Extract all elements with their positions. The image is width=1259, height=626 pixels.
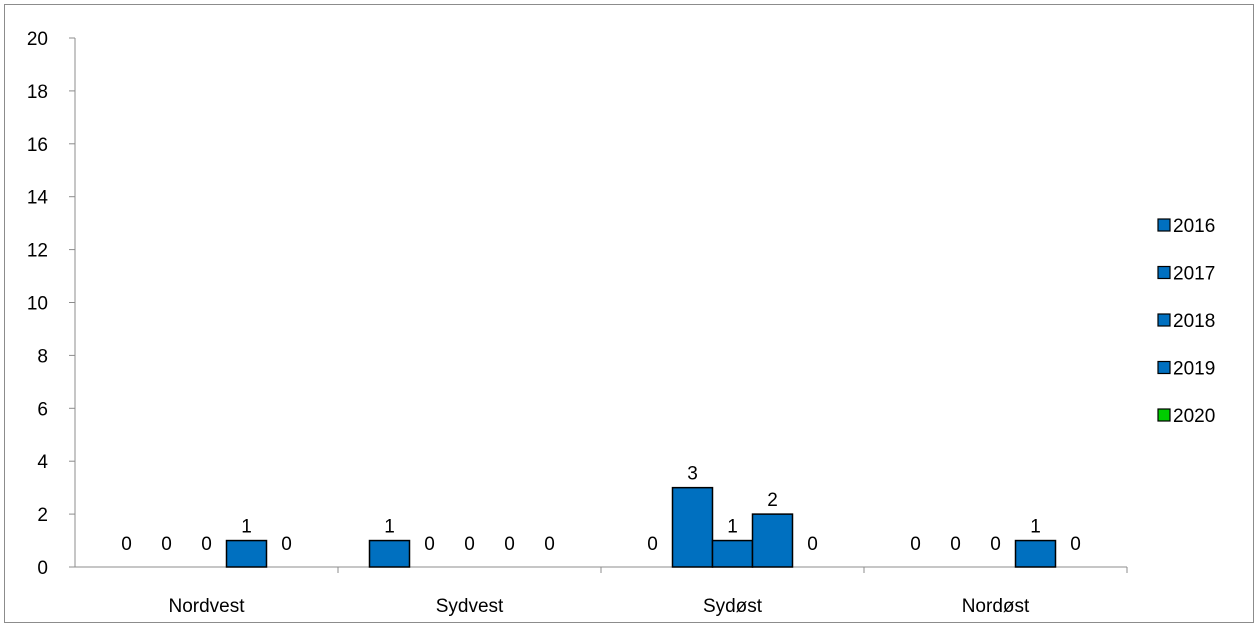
- data-label: 0: [161, 534, 172, 555]
- data-label: 1: [384, 517, 395, 538]
- y-tick-label: 2: [37, 505, 48, 526]
- x-category-label: Nordøst: [962, 596, 1030, 617]
- y-tick-label: 0: [37, 558, 48, 579]
- legend: 2016 2017 2018 2019 2020: [1157, 216, 1215, 427]
- y-tick-label: 14: [27, 188, 49, 209]
- x-category-label: Nordvest: [168, 596, 245, 617]
- data-label: 0: [281, 534, 292, 555]
- bar: [225, 539, 268, 568]
- bar: [671, 486, 714, 568]
- data-label: 0: [647, 534, 658, 555]
- legend-swatch: [1157, 408, 1171, 422]
- legend-label: 2020: [1173, 406, 1215, 427]
- x-category-label: Sydvest: [436, 596, 504, 617]
- data-label: 0: [201, 534, 212, 555]
- legend-swatch: [1157, 218, 1171, 232]
- y-tick-label: 8: [37, 346, 48, 367]
- y-tick-label: 4: [37, 452, 48, 473]
- data-label: 0: [950, 534, 961, 555]
- y-tick-label: 12: [27, 241, 48, 262]
- y-tick-label: 16: [27, 135, 48, 156]
- data-label: 1: [727, 517, 738, 538]
- bar: [1014, 539, 1057, 568]
- bar: [368, 539, 411, 568]
- data-label: 0: [121, 534, 132, 555]
- x-category-label: Sydøst: [703, 596, 763, 617]
- legend-label: 2017: [1173, 264, 1215, 285]
- legend-swatch: [1157, 265, 1171, 280]
- data-label: 0: [910, 534, 921, 555]
- legend-swatch: [1157, 360, 1171, 375]
- y-tick-label: 6: [37, 399, 48, 420]
- data-label: 0: [990, 534, 1001, 555]
- data-label: 0: [464, 534, 475, 555]
- data-label: 3: [687, 464, 698, 485]
- bar: [711, 539, 754, 568]
- legend-swatch: [1157, 313, 1171, 327]
- bars: [225, 486, 1057, 568]
- data-label: 2: [767, 490, 778, 511]
- y-tick-label: 10: [27, 294, 48, 315]
- bar: [751, 513, 794, 568]
- data-label: 0: [504, 534, 515, 555]
- data-label: 0: [1070, 534, 1081, 555]
- legend-label: 2016: [1173, 216, 1215, 237]
- data-label: 0: [807, 534, 818, 555]
- chart-frame: [4, 4, 1254, 623]
- data-label: 1: [1030, 517, 1041, 538]
- y-axis: 0 2 4 6 8 10 12 14 16 18 20: [27, 29, 76, 579]
- legend-label: 2019: [1173, 359, 1215, 380]
- legend-label: 2018: [1173, 311, 1215, 332]
- data-labels: 0 0 0 1 0 1 0 0 0 0 0 3 1 2 0 0 0 0 1 0: [121, 464, 1081, 555]
- data-label: 1: [241, 517, 252, 538]
- data-label: 0: [544, 534, 555, 555]
- x-axis: Nordvest Sydvest Sydøst Nordøst: [75, 566, 1128, 617]
- data-label: 0: [424, 534, 435, 555]
- y-tick-label: 20: [27, 29, 48, 50]
- y-tick-label: 18: [27, 82, 48, 103]
